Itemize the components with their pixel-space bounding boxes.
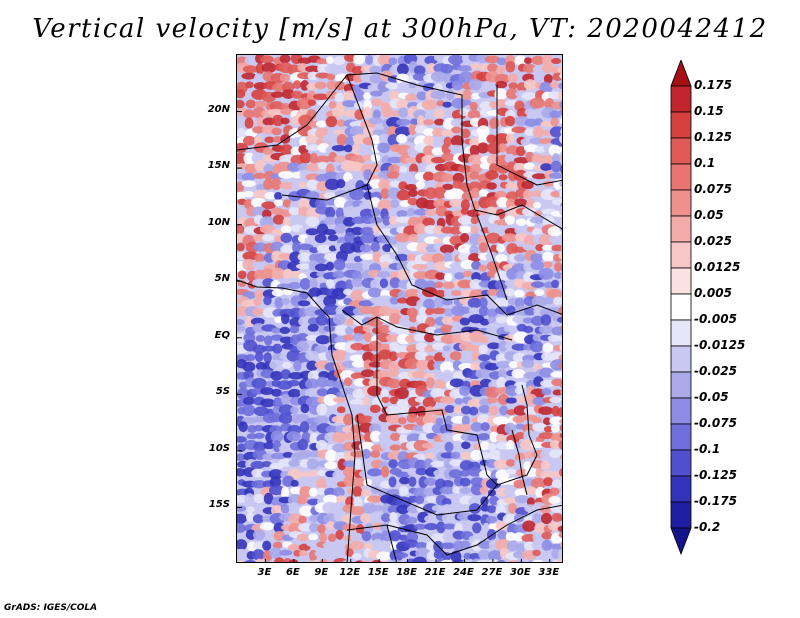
colorbar-swatch <box>670 345 692 373</box>
colorbar-label: 0.15 <box>694 104 724 118</box>
latitude-label: 10S <box>208 442 230 454</box>
colorbar-label: -0.075 <box>694 416 737 430</box>
colorbar-swatch <box>670 60 692 87</box>
boundary-line <box>356 414 538 516</box>
colorbar-label: 0.075 <box>694 182 732 196</box>
boundary-line <box>346 74 378 186</box>
longitude-label: 30E <box>509 567 531 578</box>
boundary-line <box>281 184 562 316</box>
longitude-label: 3E <box>257 567 272 578</box>
colorbar-swatch <box>670 319 692 347</box>
colorbar-swatch <box>670 475 692 503</box>
boundary-line <box>341 309 513 341</box>
latitude-label: 10N <box>207 216 230 228</box>
colorbar-label: -0.005 <box>694 312 737 326</box>
colorbar-label: -0.1 <box>694 442 721 456</box>
colorbar-swatch <box>670 189 692 217</box>
boundary-line <box>511 429 528 496</box>
colorbar-label: 0.025 <box>694 234 732 248</box>
colorbar-swatch <box>670 423 692 451</box>
longitude-label: 9E <box>314 567 329 578</box>
colorbar-label: -0.175 <box>694 494 737 508</box>
latitude-label: 5N <box>214 273 230 285</box>
boundary-line <box>521 384 538 456</box>
latitude-label: 15N <box>207 160 230 172</box>
latitude-label: 5S <box>215 386 230 398</box>
boundary-line <box>376 317 498 486</box>
colorbar-label: 0.05 <box>694 208 724 222</box>
colorbar-label: -0.125 <box>694 468 737 482</box>
colorbar-swatch <box>670 111 692 139</box>
colorbar-swatch <box>670 241 692 269</box>
map-title: Vertical velocity [m/s] at 300hPa, VT: 2… <box>32 14 768 44</box>
latitude-label: 15S <box>208 499 230 511</box>
colorbar-swatch <box>670 501 692 529</box>
colorbar-swatch <box>670 85 692 113</box>
boundary-line <box>346 524 398 562</box>
colorbar-swatch <box>670 137 692 165</box>
longitude-label: 21E <box>424 567 446 578</box>
longitude-label: 33E <box>538 567 560 578</box>
map-panel <box>236 54 563 563</box>
colorbar-swatch <box>670 293 692 321</box>
longitude-label: 15E <box>367 567 389 578</box>
boundary-line <box>476 214 508 301</box>
colorbar-label: 0.0125 <box>694 260 741 274</box>
colorbar-swatch <box>670 267 692 295</box>
boundary-line <box>237 72 562 230</box>
colorbar-swatch <box>670 397 692 425</box>
colorbar-label: -0.2 <box>694 520 721 534</box>
latitude-label: 20N <box>207 103 230 115</box>
colorbar-label: 0.175 <box>694 78 732 92</box>
longitude-label: 27E <box>481 567 503 578</box>
colorbar-swatch <box>670 215 692 243</box>
grads-credit: GrADS: IGES/COLA <box>4 603 98 613</box>
longitude-label: 24E <box>453 567 474 578</box>
colorbar-label: -0.0125 <box>694 338 746 352</box>
colorbar-swatch <box>670 371 692 399</box>
colorbar-label: -0.025 <box>694 364 737 378</box>
boundary-line <box>237 279 356 562</box>
colorbar-label: 0.1 <box>694 156 716 170</box>
colorbar-swatch <box>670 449 692 477</box>
latitude-label: EQ <box>214 329 230 341</box>
colorbar-swatch <box>670 163 692 191</box>
boundary-line <box>386 504 562 556</box>
colorbar-label: 0.125 <box>694 130 732 144</box>
velocity-field <box>237 55 562 562</box>
longitude-label: 12E <box>339 567 361 578</box>
boundary-line <box>496 85 562 186</box>
colorbar-label: -0.05 <box>694 390 729 404</box>
longitude-label: 18E <box>396 567 417 578</box>
colorbar <box>670 60 692 556</box>
colorbar-swatch <box>670 527 692 556</box>
longitude-label: 6E <box>285 567 300 578</box>
colorbar-label: 0.005 <box>694 286 732 300</box>
